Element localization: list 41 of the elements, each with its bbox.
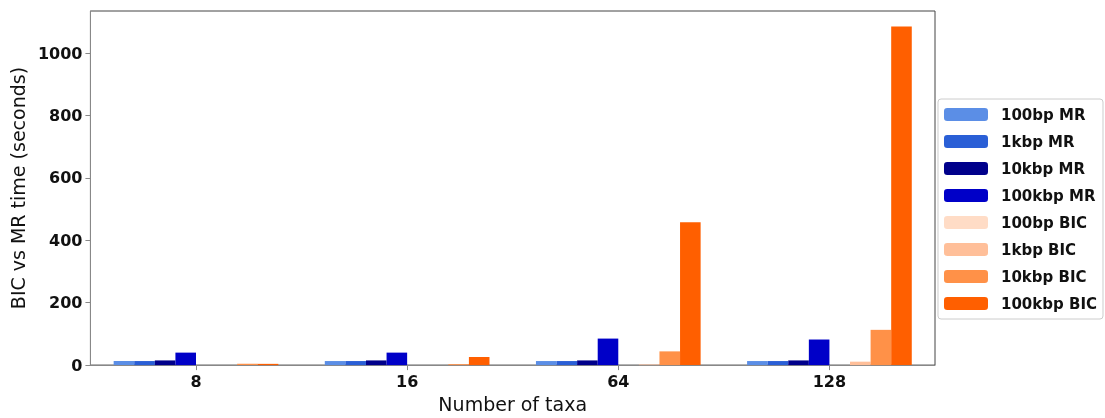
bar bbox=[468, 356, 490, 366]
y-tick-label: 800 bbox=[49, 106, 83, 126]
x-tick-label: 64 bbox=[607, 371, 630, 391]
bar bbox=[788, 360, 809, 366]
bar bbox=[747, 361, 768, 366]
y-tick-label: 600 bbox=[49, 168, 83, 188]
bar bbox=[113, 361, 135, 366]
bar bbox=[345, 361, 366, 366]
legend-label: 10kbp BIC bbox=[1000, 267, 1087, 286]
x-tick-label: 8 bbox=[190, 371, 202, 391]
y-tick-label: 1000 bbox=[37, 43, 83, 63]
bar bbox=[556, 361, 578, 366]
legend-label: 10kbp MR bbox=[1000, 159, 1086, 178]
bar bbox=[577, 360, 598, 366]
bar bbox=[680, 222, 701, 366]
bar bbox=[659, 351, 681, 366]
legend-label: 100bp BIC bbox=[1000, 213, 1088, 232]
x-tick-label: 128 bbox=[812, 371, 847, 391]
y-tick-label: 0 bbox=[71, 355, 83, 375]
bar bbox=[597, 338, 619, 366]
x-tick-label: 16 bbox=[396, 371, 419, 391]
y-tick-label: 400 bbox=[49, 230, 83, 250]
bar bbox=[175, 352, 196, 366]
bar bbox=[154, 360, 176, 366]
legend-label: 100bp MR bbox=[1000, 105, 1086, 124]
bar bbox=[535, 361, 557, 366]
bar bbox=[365, 360, 387, 366]
legend-label: 1kbp MR bbox=[1000, 132, 1076, 151]
bar bbox=[386, 352, 408, 366]
x-axis-title: Number of taxa bbox=[438, 392, 588, 415]
bar bbox=[134, 361, 155, 366]
legend-label: 1kbp BIC bbox=[1000, 240, 1077, 259]
legend-label: 100kbp MR bbox=[1000, 186, 1096, 205]
bar bbox=[870, 329, 892, 366]
bar bbox=[891, 26, 912, 366]
legend-label: 100kbp BIC bbox=[1000, 294, 1098, 313]
bar bbox=[324, 361, 346, 366]
y-axis-title: BIC vs MR time (seconds) bbox=[6, 66, 29, 310]
y-tick-label: 200 bbox=[49, 293, 83, 313]
bar bbox=[808, 339, 830, 366]
bar bbox=[767, 361, 789, 366]
